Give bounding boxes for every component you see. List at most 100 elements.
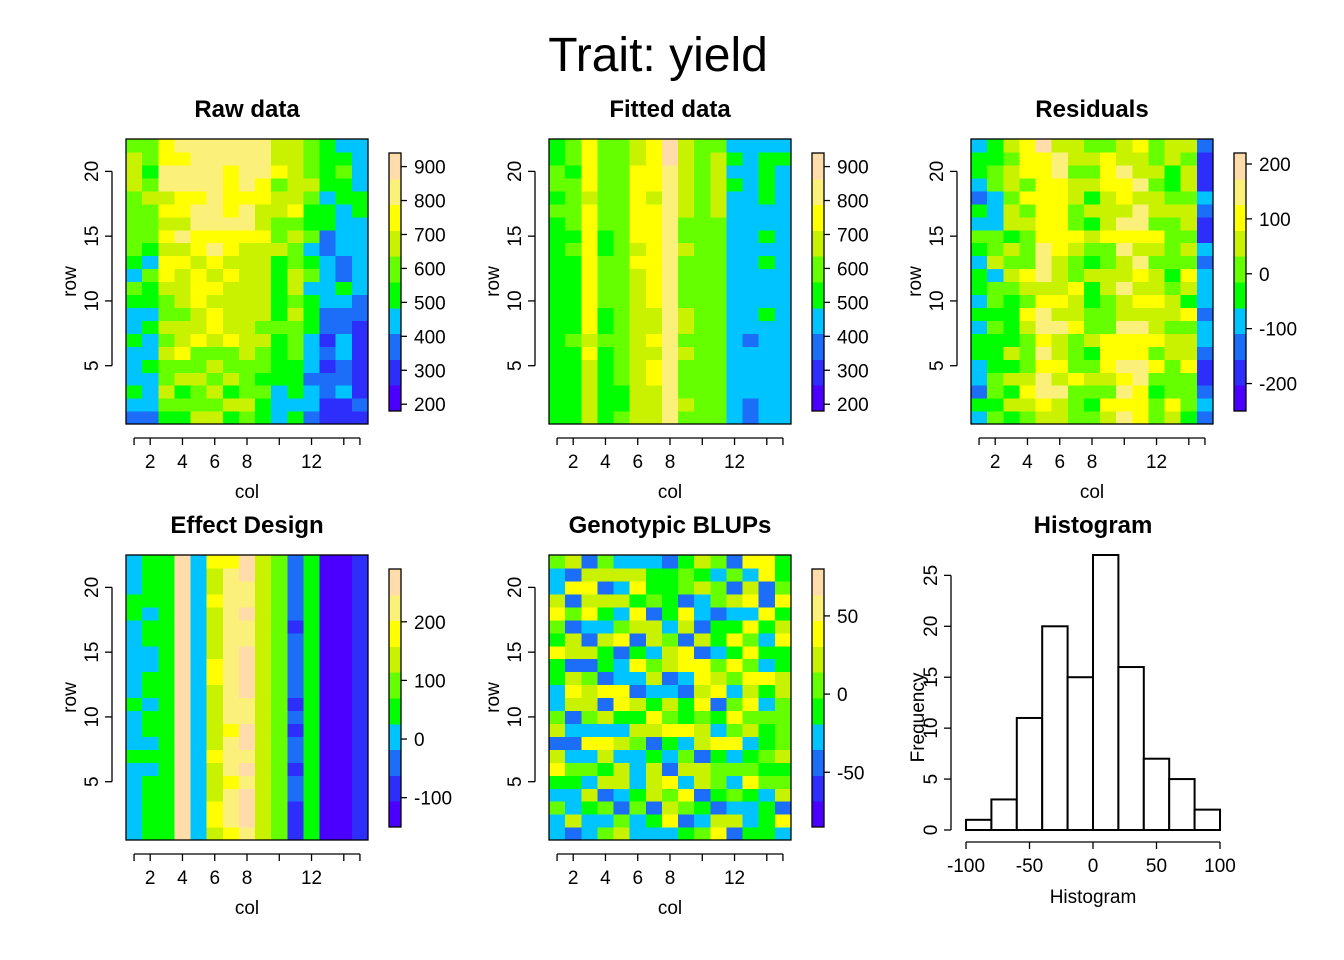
heatmap-cell: [335, 606, 353, 621]
legend-tick-label: -50: [837, 763, 864, 784]
heatmap-cell: [158, 762, 175, 776]
heatmap-cell: [597, 775, 615, 789]
heatmap-cell: [1035, 216, 1053, 231]
heatmap-cell: [1083, 320, 1101, 334]
heatmap-cell: [158, 788, 175, 802]
heatmap-cell: [174, 359, 192, 373]
heatmap-cell: [645, 814, 663, 828]
heatmap-cell: [565, 697, 582, 712]
heatmap-cell: [758, 632, 776, 647]
heatmap-cell: [206, 151, 224, 166]
heatmap-cell: [597, 255, 615, 270]
heatmap-cell: [1067, 242, 1085, 257]
heatmap-cell: [645, 567, 663, 582]
histogram-bars: [965, 554, 1221, 832]
heatmap-cell: [987, 320, 1004, 334]
heatmap-cell: [694, 359, 711, 373]
heatmap-cell: [206, 697, 224, 712]
heatmap-cell: [158, 190, 175, 205]
heatmap-cell: [174, 294, 192, 308]
heatmap-cell: [1100, 333, 1117, 347]
heatmap-cell: [271, 242, 288, 257]
legend-border: [811, 568, 825, 828]
heatmap-cell: [351, 139, 369, 153]
heatmap-cell: [694, 164, 711, 179]
heatmap-cell: [694, 593, 711, 608]
heatmap-cell: [1051, 320, 1069, 334]
heatmap-cell: [1180, 255, 1198, 270]
heatmap-cell: [661, 190, 679, 205]
heatmap-cell: [549, 632, 566, 647]
heatmap-cell: [645, 398, 663, 412]
heatmap-cell: [287, 229, 305, 244]
heatmap-cell: [335, 294, 353, 308]
heatmap-cell: [1003, 139, 1020, 153]
legend-tick-label: 500: [414, 293, 446, 314]
heatmap-cell: [726, 255, 744, 270]
legend-swatch: [389, 178, 401, 206]
heatmap-cell: [1148, 281, 1166, 296]
heatmap-cell: [549, 359, 566, 373]
heatmap-cell: [549, 139, 566, 153]
heatmap-cell: [1132, 320, 1150, 334]
heatmap-cell: [142, 645, 159, 660]
heatmap-cell: [1003, 190, 1020, 205]
heatmap-cell: [742, 684, 760, 699]
heatmap-cell: [613, 658, 631, 673]
heatmap-cell: [303, 333, 321, 347]
x-tick-label: 6: [632, 868, 643, 889]
heatmap-cell: [190, 190, 208, 205]
heatmap-cell: [1148, 398, 1166, 412]
heatmap-cell: [710, 229, 728, 244]
heatmap-cell: [613, 255, 631, 270]
heatmap-cell: [597, 385, 615, 399]
heatmap-cell: [661, 801, 679, 815]
heatmap-cell: [1003, 242, 1020, 257]
heatmap-cell: [597, 827, 615, 841]
heatmap-cell: [190, 645, 208, 660]
heatmap-cell: [678, 411, 695, 425]
heatmap-cell: [319, 151, 337, 166]
heatmap-cell: [1100, 190, 1117, 205]
legend-swatch: [1234, 282, 1246, 309]
legend-swatch: [812, 723, 824, 751]
y-tick-label: 10: [505, 706, 526, 727]
heatmap-cell: [1051, 177, 1069, 192]
heatmap-cell: [549, 229, 566, 244]
heatmap-cell: [597, 801, 615, 815]
heatmap-cell: [126, 632, 143, 647]
heatmap-cell: [971, 190, 988, 205]
heatmap-cell: [1003, 333, 1020, 347]
heatmap-cell: [1035, 203, 1053, 218]
x-axis-label: col: [235, 898, 259, 919]
heatmap-cell: [255, 645, 272, 660]
heatmap-cell: [987, 255, 1004, 270]
heatmap-cell: [1196, 307, 1214, 321]
heatmap-cell: [238, 203, 256, 218]
heatmap-cell: [645, 139, 663, 153]
heatmap-cell: [581, 177, 598, 192]
heatmap-cell: [238, 164, 256, 179]
heatmap-cell: [710, 814, 728, 828]
legend-swatch: [389, 749, 401, 776]
heatmap-cell: [629, 555, 647, 569]
heatmap-cell: [1196, 216, 1214, 231]
heatmap-cell: [190, 255, 208, 270]
heatmap-cell: [351, 762, 369, 776]
heatmap-cell: [758, 242, 776, 257]
heatmap-cell: [158, 814, 175, 828]
heatmap-cell: [255, 801, 272, 815]
heatmap-cell: [987, 242, 1004, 257]
heatmap-cell: [1083, 333, 1101, 347]
heatmap-cell: [271, 697, 288, 712]
heatmap-cell: [126, 333, 143, 347]
heatmap-cell: [1051, 203, 1069, 218]
heatmap-cell: [158, 619, 175, 634]
heatmap-cell: [126, 281, 143, 296]
heatmap-cell: [774, 281, 792, 296]
heatmap-cell: [206, 294, 224, 308]
heatmap-cell: [158, 203, 175, 218]
heatmap-cell: [255, 203, 272, 218]
heatmap-cell: [1132, 229, 1150, 244]
